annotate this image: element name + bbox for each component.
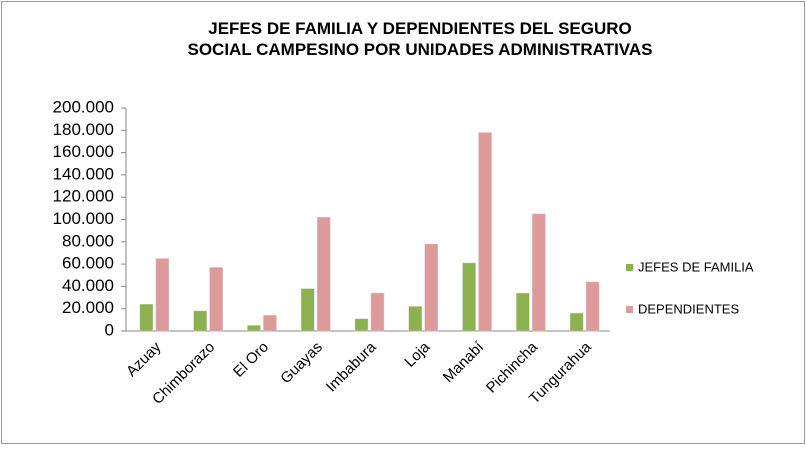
- bar: [300, 288, 315, 332]
- bar: [193, 310, 207, 332]
- bar: [209, 267, 223, 332]
- bar: [139, 303, 154, 332]
- legend-swatch: [626, 264, 633, 271]
- y-tick-label: 200.000: [53, 97, 114, 116]
- bar: [516, 292, 530, 332]
- bar: [478, 132, 492, 332]
- legend-label: JEFES DE FAMILIA: [638, 259, 754, 274]
- bar: [155, 258, 170, 332]
- y-tick-label: 80.000: [62, 231, 114, 250]
- y-tick-label: 140.000: [53, 164, 114, 183]
- bar: [532, 213, 546, 332]
- legend-label: DEPENDIENTES: [638, 301, 739, 316]
- bar: [263, 315, 277, 332]
- bar: [408, 306, 423, 332]
- bar: [370, 292, 385, 332]
- bar: [424, 243, 439, 332]
- y-tick-label: 100.000: [53, 209, 114, 228]
- y-tick-label: 0: [105, 320, 114, 339]
- chart-title: JEFES DE FAMILIA Y DEPENDIENTES DEL SEGU…: [187, 19, 652, 59]
- y-tick-label: 180.000: [53, 120, 114, 139]
- bar: [462, 262, 476, 332]
- bar: [247, 325, 261, 332]
- y-tick-label: 40.000: [62, 276, 114, 295]
- y-tick-label: 20.000: [62, 298, 114, 317]
- bar: [354, 318, 369, 332]
- legend-swatch: [626, 306, 633, 313]
- y-tick-label: 160.000: [53, 142, 114, 161]
- y-tick-label: 60.000: [62, 254, 114, 273]
- chart-border: [1, 1, 805, 444]
- bar: [316, 217, 331, 332]
- bar: [585, 281, 600, 332]
- y-tick-label: 120.000: [53, 187, 114, 206]
- bar: [569, 312, 584, 332]
